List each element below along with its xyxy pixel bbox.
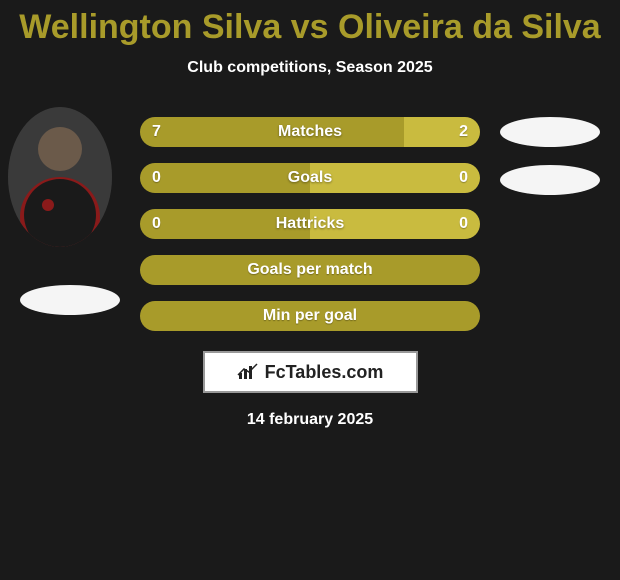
stat-row-min-per-goal: Min per goal <box>140 301 480 331</box>
player2-avatar-placeholder <box>500 117 600 147</box>
subtitle: Club competitions, Season 2025 <box>0 59 620 77</box>
player1-club-badge-placeholder <box>20 285 120 315</box>
stat-value-p1: 0 <box>140 209 310 239</box>
stat-label: Min per goal <box>140 301 480 331</box>
stat-value-p2: 0 <box>310 209 480 239</box>
stat-value-p1: 7 <box>140 117 404 147</box>
player1-avatar <box>8 107 112 247</box>
vs-text: vs <box>291 8 329 46</box>
stat-bars-container: 72Matches 00Goals 00Hattricks Goals per mat… <box>140 117 480 331</box>
source-logo: FcTables.com <box>203 351 418 393</box>
comparison-title: Wellington Silva vs Oliveira da Silva <box>0 0 620 47</box>
stat-row-hattricks: 00Hattricks <box>140 209 480 239</box>
avatar-placeholder-icon <box>8 107 112 247</box>
content-area: 72Matches 00Goals 00Hattricks Goals per mat… <box>0 117 620 429</box>
stat-row-goals-per-match: Goals per match <box>140 255 480 285</box>
stat-value-p1: 0 <box>140 163 310 193</box>
stat-value-p2: 0 <box>310 163 480 193</box>
stat-row-matches: 72Matches <box>140 117 480 147</box>
stat-label: Goals per match <box>140 255 480 285</box>
player1-name: Wellington Silva <box>19 8 281 46</box>
logo-text: FcTables.com <box>265 362 384 383</box>
player2-club-badge-placeholder <box>500 165 600 195</box>
stat-value-p2: 2 <box>404 117 480 147</box>
player2-name: Oliveira da Silva <box>338 8 601 46</box>
date-text: 14 february 2025 <box>0 411 620 429</box>
stat-row-goals: 00Goals <box>140 163 480 193</box>
chart-icon <box>237 363 259 381</box>
